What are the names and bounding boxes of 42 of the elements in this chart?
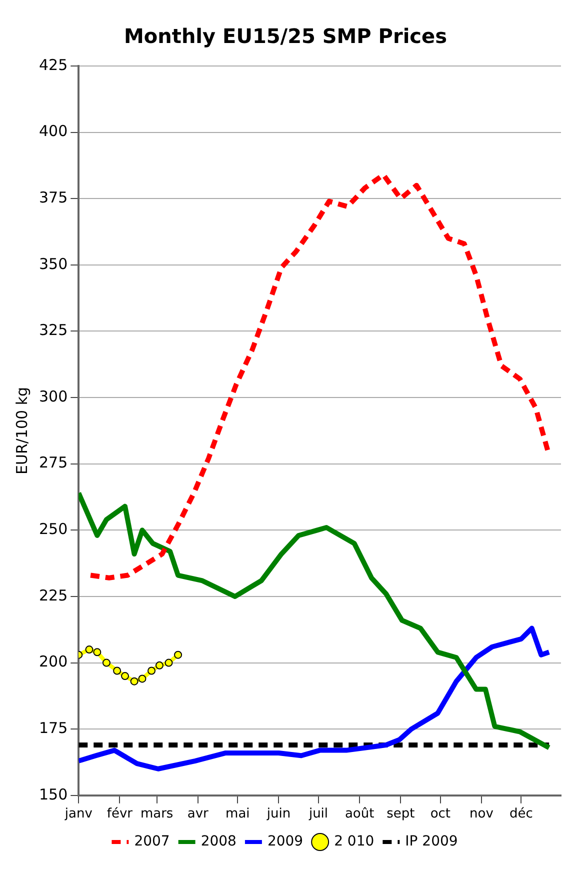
legend-label: 2 010 <box>334 834 374 850</box>
point <box>93 648 102 656</box>
legend-label: IP 2009 <box>405 834 458 850</box>
point <box>155 661 164 670</box>
x-tick-label: mars <box>140 806 174 822</box>
x-tick-label: sept <box>386 806 415 822</box>
x-tick-label: févr <box>106 806 134 822</box>
point <box>164 658 173 667</box>
y-tick-label: 425 <box>38 56 68 74</box>
x-tick-label: janv <box>64 806 93 822</box>
point <box>174 650 182 659</box>
y-tick-label: 250 <box>38 520 68 538</box>
y-axis-title: EUR/100 kg <box>12 386 31 474</box>
legend-label: 2009 <box>267 834 304 850</box>
y-tick-label: 175 <box>38 718 68 737</box>
x-tick-label: avr <box>187 806 210 822</box>
x-tick-label: nov <box>470 806 494 822</box>
x-tick-label: juil <box>308 806 328 822</box>
point <box>138 674 146 683</box>
point <box>113 666 122 675</box>
y-tick-label: 225 <box>38 586 68 604</box>
y-tick-label: 300 <box>38 387 68 406</box>
y-tick-label: 200 <box>38 652 68 671</box>
x-tick-label: juin <box>266 806 291 822</box>
x-tick-label: déc <box>510 806 533 822</box>
x-tick-label: août <box>344 806 374 822</box>
point <box>121 672 130 680</box>
y-tick-label: 325 <box>38 321 68 340</box>
y-tick-label: 375 <box>38 188 68 207</box>
chart-title: Monthly EU15/25 SMP Prices <box>124 24 447 48</box>
point <box>148 666 156 675</box>
x-tick-label: mai <box>226 806 250 822</box>
legend-label: 2007 <box>134 834 170 850</box>
y-tick-label: 400 <box>38 122 68 140</box>
point <box>85 646 94 654</box>
y-tick-label: 350 <box>38 254 68 273</box>
point <box>102 658 110 667</box>
point <box>130 677 138 686</box>
x-tick-label: oct <box>430 806 451 822</box>
legend-label: 2008 <box>200 834 236 850</box>
y-tick-label: 275 <box>38 454 68 472</box>
y-tick-label: 150 <box>38 785 68 804</box>
